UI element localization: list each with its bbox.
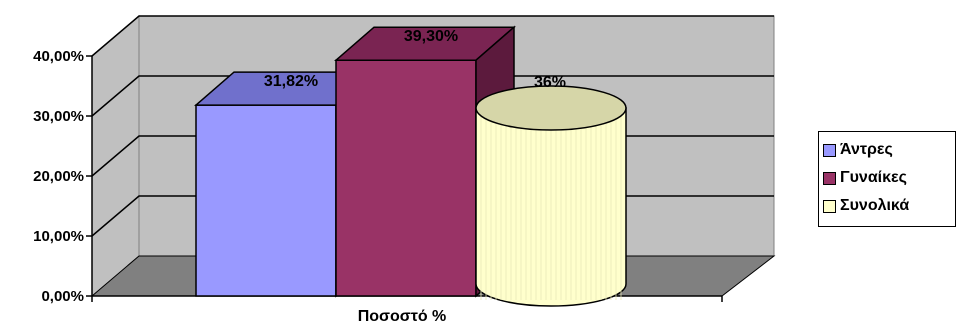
y-tick-label: 30,00% — [33, 108, 84, 125]
legend-swatch — [823, 199, 836, 213]
bar-2 — [335, 59, 477, 297]
legend-item: Γυναίκες — [823, 164, 955, 192]
data-label: 36% — [534, 74, 566, 91]
y-tick-label: 10,00% — [33, 228, 84, 245]
y-tick-label: 40,00% — [33, 48, 84, 65]
gridline — [91, 75, 774, 117]
bar-1 — [195, 104, 337, 297]
legend-label: Συνολικά — [840, 197, 910, 214]
legend-label: Άντρες — [840, 141, 893, 158]
legend-item: Άντρες — [823, 136, 955, 164]
x-axis-label: Ποσοστό % — [358, 308, 447, 325]
data-label: 39,30% — [404, 28, 458, 45]
y-tick-label: 20,00% — [33, 168, 84, 185]
legend: Άντρες Γυναίκες Συνολικά — [818, 131, 956, 227]
bar-top-3 — [475, 85, 627, 131]
legend-swatch — [823, 171, 836, 185]
gridline — [91, 15, 774, 57]
data-label: 31,82% — [264, 73, 318, 90]
legend-label: Γυναίκες — [840, 169, 907, 186]
legend-swatch — [823, 143, 836, 157]
y-tick-label: 0,00% — [41, 288, 84, 305]
legend-item: Συνολικά — [823, 192, 955, 220]
